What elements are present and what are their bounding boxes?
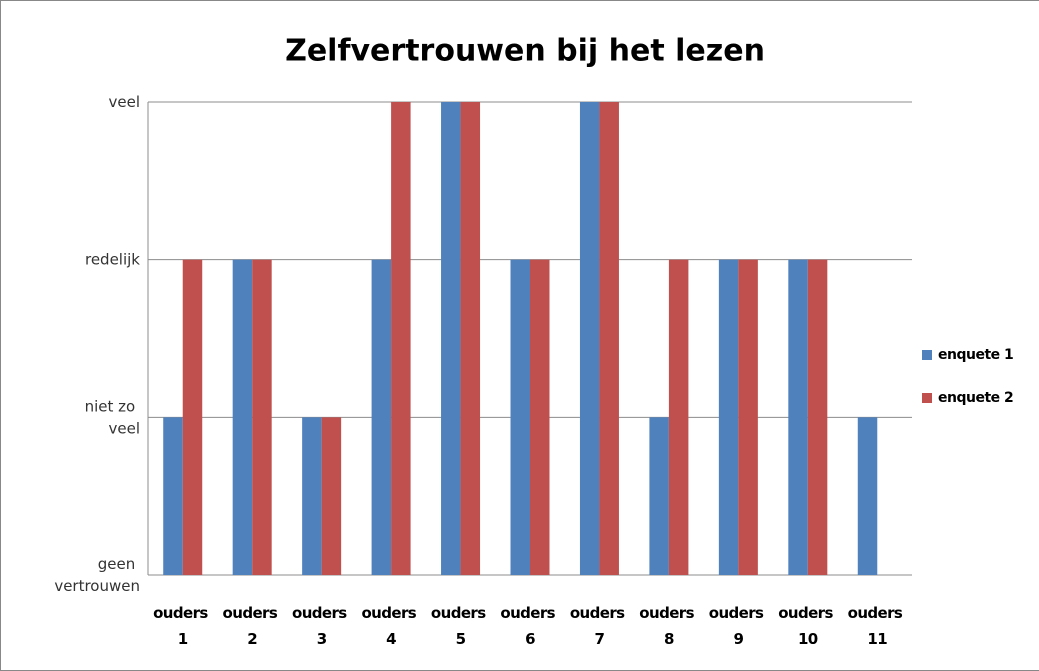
chart-title: Zelfvertrouwen bij het lezen xyxy=(285,34,765,69)
bar xyxy=(649,417,669,575)
y-tick-label: redelijk xyxy=(85,250,140,268)
x-tick-label: ouders 2 xyxy=(223,604,282,648)
bar xyxy=(321,417,342,575)
bar xyxy=(163,417,183,575)
x-tick-label: ouders 3 xyxy=(292,604,351,648)
legend-label: enquete 1 xyxy=(938,347,1013,363)
x-tick-label: ouders 7 xyxy=(570,604,629,648)
bar xyxy=(599,102,619,575)
bar xyxy=(371,259,392,575)
bar xyxy=(788,259,808,575)
bar xyxy=(510,259,530,575)
legend-label: enquete 2 xyxy=(938,390,1013,406)
bar xyxy=(738,259,758,575)
bar xyxy=(718,259,739,575)
legend-swatch xyxy=(922,393,932,403)
x-tick-label: ouders 8 xyxy=(639,604,698,648)
x-tick-label: ouders 4 xyxy=(361,604,420,648)
bar xyxy=(252,259,272,575)
y-tick-label: veel xyxy=(108,93,140,111)
bar xyxy=(391,102,411,575)
x-tick-label: ouders 10 xyxy=(778,604,837,648)
bar xyxy=(857,417,878,575)
bar xyxy=(232,259,253,575)
bar xyxy=(182,259,203,575)
bar xyxy=(302,417,322,575)
x-tick-label: ouders 5 xyxy=(431,604,490,648)
y-tick-label: niet zo veel xyxy=(85,397,140,437)
bar xyxy=(807,259,828,575)
y-tick-label: geen vertrouwen xyxy=(54,555,140,595)
bar xyxy=(460,102,481,575)
legend-swatch xyxy=(922,350,932,360)
x-tick-label: ouders 11 xyxy=(848,604,907,648)
bar xyxy=(668,259,689,575)
bar xyxy=(441,102,461,575)
x-tick-label: ouders 6 xyxy=(500,604,559,648)
x-tick-label: ouders 1 xyxy=(153,604,212,648)
bar xyxy=(579,102,600,575)
bar xyxy=(530,259,550,575)
x-tick-label: ouders 9 xyxy=(709,604,768,648)
